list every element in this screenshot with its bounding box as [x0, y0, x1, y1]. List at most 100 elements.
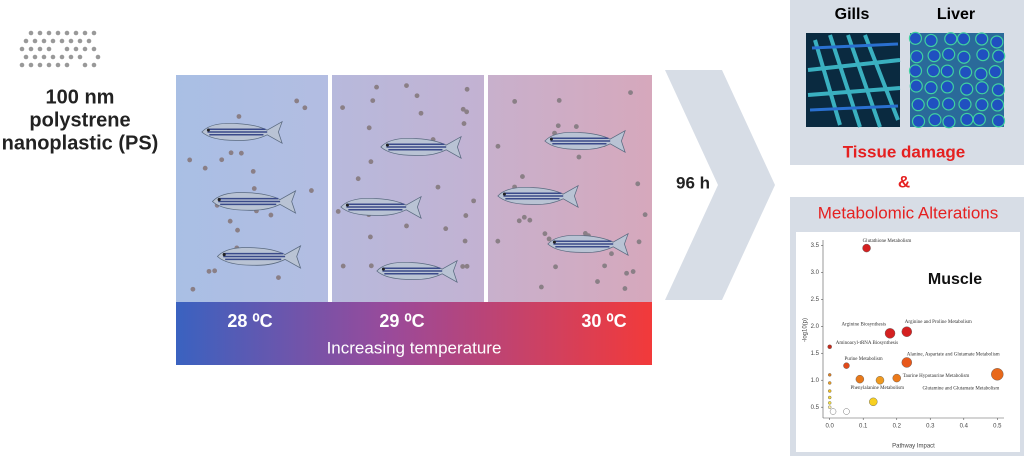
- particle: [206, 268, 212, 274]
- cell: [940, 64, 954, 78]
- point: [875, 376, 885, 385]
- dot: [59, 54, 65, 60]
- particle: [340, 105, 345, 111]
- cell: [992, 49, 1006, 63]
- particle: [602, 263, 608, 269]
- dot: [77, 54, 83, 60]
- temperature-label: 29 ⁰C: [379, 311, 424, 331]
- dot: [95, 54, 101, 60]
- particle: [460, 264, 466, 269]
- image-label: Gills: [835, 6, 870, 23]
- particle: [236, 114, 242, 119]
- cell: [909, 79, 923, 93]
- dot: [37, 30, 43, 36]
- point-label: Taurine Hypotaurine Metabolism: [903, 374, 970, 379]
- point: [828, 381, 832, 385]
- particle: [636, 239, 642, 245]
- cell: [958, 97, 972, 111]
- cell: [988, 65, 1002, 79]
- particle: [370, 98, 376, 103]
- dot: [64, 30, 70, 36]
- particle: [471, 198, 477, 204]
- dot: [23, 54, 29, 60]
- point: [892, 373, 901, 383]
- cell: [942, 47, 956, 61]
- particle: [527, 217, 533, 223]
- particle: [582, 231, 588, 236]
- particle: [642, 212, 648, 218]
- dot: [64, 62, 70, 68]
- y-tick-label: 3.0: [811, 270, 820, 276]
- particle: [516, 218, 522, 224]
- temperature-label: 30 ⁰C: [581, 311, 626, 331]
- x-tick-label: 0.2: [893, 424, 902, 430]
- dot: [28, 62, 34, 68]
- particle: [463, 213, 469, 218]
- particle: [268, 212, 274, 218]
- particle: [495, 238, 501, 244]
- nanoplastic-dots: [19, 30, 101, 68]
- particle: [462, 238, 468, 244]
- point: [827, 344, 832, 349]
- point: [901, 326, 912, 337]
- temperature-label: 28 ⁰C: [227, 311, 272, 331]
- cell: [975, 98, 989, 112]
- point: [884, 328, 896, 339]
- dot: [41, 38, 47, 44]
- dot: [41, 54, 47, 60]
- cell: [975, 81, 989, 95]
- temperature-bar: [176, 302, 652, 365]
- dot: [91, 46, 97, 52]
- cell: [956, 32, 971, 46]
- cell: [958, 65, 973, 79]
- particle: [235, 227, 240, 233]
- cell: [940, 80, 954, 94]
- point: [901, 357, 912, 368]
- cell: [991, 114, 1006, 128]
- particle: [556, 98, 562, 103]
- dot: [46, 62, 52, 68]
- y-tick-label: 1.5: [811, 351, 820, 357]
- dot: [28, 46, 34, 52]
- cell: [975, 32, 989, 46]
- x-tick-label: 0.0: [826, 424, 835, 430]
- cell: [942, 97, 956, 111]
- y-tick-label: 0.5: [811, 405, 820, 411]
- dot: [91, 62, 97, 68]
- point: [843, 408, 850, 415]
- dot: [23, 38, 29, 44]
- cell: [908, 31, 923, 45]
- y-tick-label: 2.0: [811, 324, 820, 330]
- dot: [68, 38, 74, 44]
- particle: [276, 275, 281, 281]
- particle: [228, 150, 234, 156]
- cell: [911, 114, 926, 128]
- dot: [19, 62, 25, 68]
- point: [828, 395, 832, 400]
- particle: [418, 110, 424, 116]
- dot: [46, 30, 52, 36]
- source-label: polystrene: [29, 109, 130, 131]
- particle: [335, 209, 341, 214]
- dot: [73, 46, 79, 52]
- particle: [238, 150, 244, 156]
- particle: [542, 231, 548, 237]
- dot: [55, 62, 61, 68]
- particle: [302, 105, 308, 111]
- cell: [976, 48, 990, 62]
- plot-background: [796, 232, 1020, 452]
- particle: [546, 236, 552, 242]
- point: [828, 401, 832, 405]
- particle: [464, 109, 470, 115]
- dot: [50, 38, 56, 44]
- cell: [957, 50, 971, 64]
- particle: [340, 263, 346, 269]
- dot: [55, 30, 61, 36]
- point: [843, 362, 850, 369]
- cell: [960, 112, 974, 127]
- y-tick-label: 3.5: [811, 243, 820, 249]
- gradient-label: Increasing temperature: [327, 338, 502, 357]
- point-label: Arginine Biosynthesis: [842, 322, 887, 327]
- liver-image: [908, 31, 1006, 129]
- cell: [990, 98, 1005, 112]
